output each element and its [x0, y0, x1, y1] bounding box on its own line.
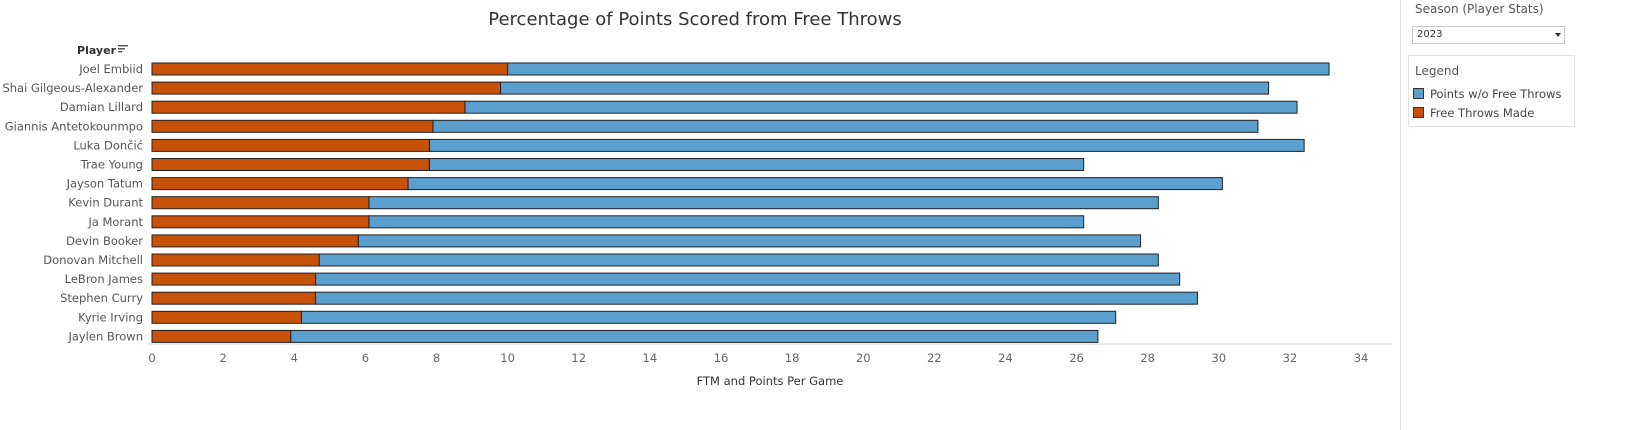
x-tick-label: 20: [856, 351, 871, 365]
bar-points-wo-ft: [315, 291, 1198, 305]
bar-ftm: [151, 81, 501, 95]
x-tick-label: 2: [219, 351, 226, 365]
player-label: Kevin Durant: [68, 196, 143, 210]
bar-points-wo-ft: [368, 215, 1085, 229]
sort-descending-icon[interactable]: [118, 45, 128, 53]
bar-ftm: [151, 291, 317, 305]
bar-ftm: [151, 196, 370, 210]
x-tick-label: 6: [362, 351, 369, 365]
player-label: Ja Morant: [87, 215, 143, 229]
bar-points-wo-ft: [290, 329, 1099, 343]
bar-ftm: [151, 62, 509, 76]
bar-points-wo-ft: [428, 158, 1085, 171]
x-tick-label: 18: [785, 351, 800, 365]
x-tick-label: 22: [927, 351, 942, 365]
x-axis-label: FTM and Points Per Game: [697, 374, 844, 388]
bar-ftm: [151, 138, 430, 152]
season-filter-title: Season (Player Stats): [1415, 2, 1544, 16]
chevron-down-icon[interactable]: [1555, 33, 1561, 37]
legend-swatch: [1413, 88, 1424, 99]
bar-chart: Percentage of Points Scored from Free Th…: [2, 9, 1392, 388]
player-label: Jaylen Brown: [67, 329, 143, 343]
legend-swatch: [1413, 107, 1424, 118]
x-tick-label: 14: [643, 351, 658, 365]
bar-ftm: [151, 329, 292, 343]
x-tick-label: 32: [1283, 351, 1298, 365]
sidebar: Season (Player Stats) 2023 Legend Points…: [1408, 0, 1651, 430]
bar-points-wo-ft: [428, 138, 1305, 152]
bar-points-wo-ft: [300, 310, 1117, 324]
player-label: Jayson Tatum: [66, 177, 143, 191]
bar-ftm: [151, 177, 409, 191]
chart-title: Percentage of Points Scored from Free Th…: [488, 9, 901, 30]
chart-area: Percentage of Points Scored from Free Th…: [2, 9, 1392, 388]
x-tick-label: 24: [998, 351, 1013, 365]
bar-points-wo-ft: [368, 196, 1159, 210]
x-tick-label: 26: [1069, 351, 1084, 365]
season-filter-value: 2023: [1417, 29, 1443, 40]
x-tick-label: 12: [571, 351, 586, 365]
x-tick-label: 16: [714, 351, 729, 365]
sidebar-divider: [1400, 0, 1401, 430]
legend: Legend Points w/o Free Throws Free Throw…: [1408, 55, 1575, 127]
bar-points-wo-ft: [357, 234, 1142, 248]
bar-points-wo-ft: [315, 272, 1181, 286]
player-label: Luka Dončić: [73, 138, 143, 152]
player-label: Kyrie Irving: [78, 310, 143, 324]
player-label: Trae Young: [80, 158, 143, 172]
bar-points-wo-ft: [499, 81, 1270, 95]
x-tick-label: 30: [1211, 351, 1226, 365]
player-label: Donovan Mitchell: [43, 253, 143, 267]
bar-ftm: [151, 100, 466, 114]
legend-label: Points w/o Free Throws: [1430, 87, 1562, 101]
player-label: Joel Embiid: [78, 62, 143, 76]
bar-ftm: [151, 253, 320, 267]
player-label: Stephen Curry: [60, 291, 143, 305]
bar-points-wo-ft: [407, 177, 1223, 191]
legend-title: Legend: [1415, 64, 1460, 78]
bar-ftm: [151, 310, 302, 324]
x-tick-label: 10: [500, 351, 515, 365]
x-tick-label: 28: [1140, 351, 1155, 365]
bar-points-wo-ft: [432, 119, 1259, 133]
bar-points-wo-ft: [464, 100, 1298, 114]
bar-points-wo-ft: [318, 253, 1159, 267]
season-filter-dropdown[interactable]: 2023: [1412, 26, 1565, 44]
bar-ftm: [151, 158, 430, 171]
x-tick-label: 4: [291, 351, 298, 365]
y-axis-header: Player: [77, 44, 117, 57]
bar-ftm: [151, 272, 317, 286]
player-label: LeBron James: [65, 272, 143, 286]
bar-ftm: [151, 119, 434, 133]
bar-ftm: [151, 215, 370, 229]
bar-ftm: [151, 234, 359, 248]
player-label: Giannis Antetokounmpo: [5, 119, 143, 133]
legend-label: Free Throws Made: [1430, 106, 1535, 120]
player-label: Devin Booker: [66, 234, 143, 248]
x-tick-label: 34: [1354, 351, 1369, 365]
bar-points-wo-ft: [507, 62, 1330, 76]
x-tick-label: 0: [148, 351, 155, 365]
player-label: Damian Lillard: [60, 100, 143, 114]
x-tick-label: 8: [433, 351, 440, 365]
player-label: Shai Gilgeous-Alexander: [2, 81, 143, 95]
